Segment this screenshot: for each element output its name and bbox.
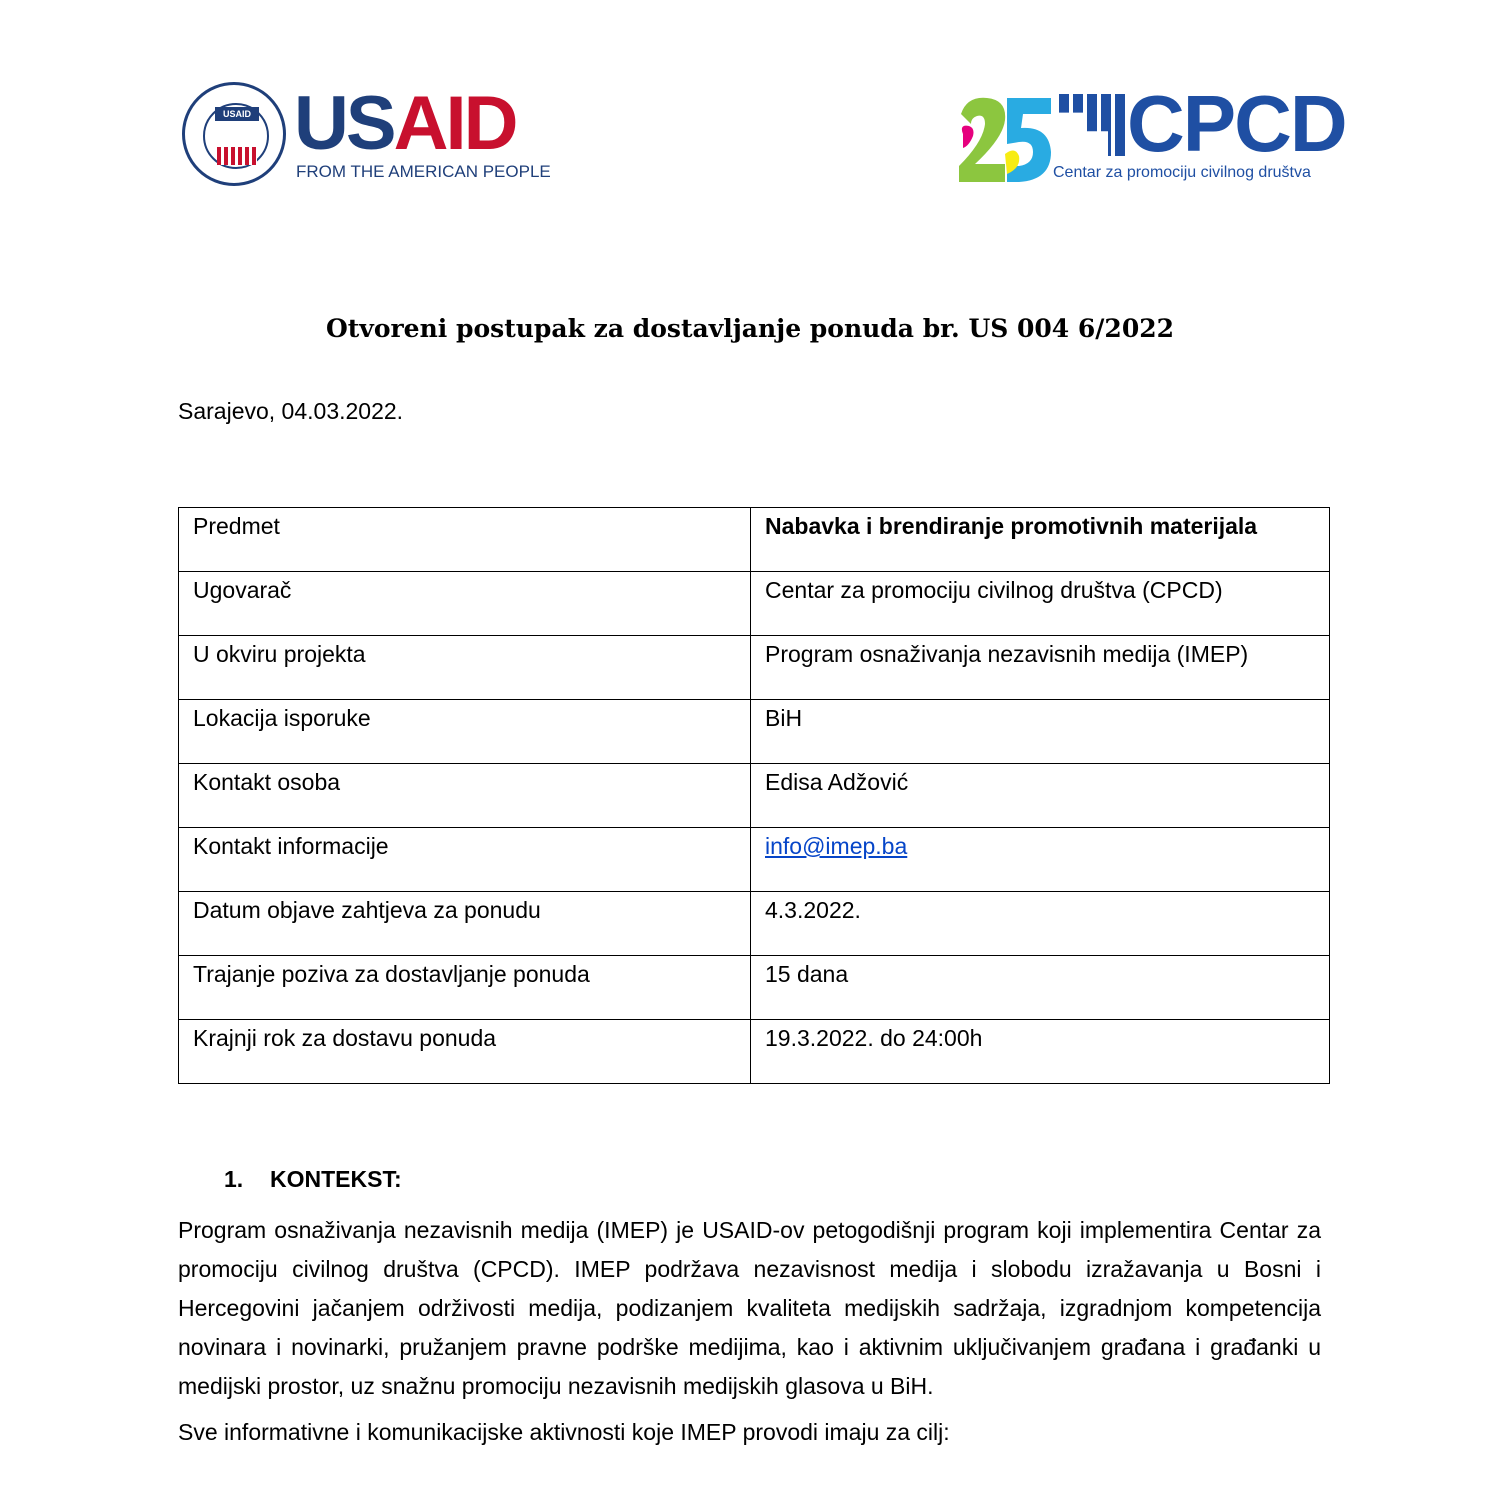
goals-intro-paragraph: Sve informativne i komunikacijske aktivn… [178, 1419, 950, 1445]
row-label: Kontakt osoba [178, 763, 751, 828]
table-row: Predmet Nabavka i brendiranje promotivnih… [178, 507, 1330, 572]
row-value: Edisa Adžović [750, 763, 1330, 828]
section-heading: 1. KONTEKST: [224, 1166, 402, 1192]
table-row: Lokacija isporuke BiH [178, 699, 1330, 764]
usaid-logo: USAID USAID FROM THE AMERICAN PEOPLE [182, 82, 551, 192]
context-paragraph: Program osnaživanja nezavisnih medija (I… [178, 1217, 1321, 1399]
row-value: Nabavka i brendiranje promotivnih materi… [750, 507, 1330, 572]
tender-info-table: Predmet Nabavka i brendiranje promotivnih… [178, 507, 1330, 1084]
row-value: info@imep.ba [750, 827, 1330, 892]
row-label: Trajanje poziva za dostavljanje ponuda [178, 955, 751, 1020]
table-row: U okviru projekta Program osnaživanja nez… [178, 635, 1330, 700]
row-label: Kontakt informacije [178, 827, 751, 892]
table-row: Kontakt osoba Edisa Adžović [178, 763, 1330, 828]
row-label: Lokacija isporuke [178, 699, 751, 764]
row-value: Program osnaživanja nezavisnih medija (I… [750, 635, 1330, 700]
row-value: Centar za promociju civilnog društva (CP… [750, 571, 1330, 636]
table-row: Kontakt informacije info@imep.ba [178, 827, 1330, 892]
cpcd-blocks-icon [1059, 94, 1129, 156]
table-row: Datum objave zahtjeva za ponudu 4.3.2022. [178, 891, 1330, 956]
document-date: Sarajevo, 04.03.2022. [178, 398, 404, 424]
row-label: Krajnji rok za dostavu ponuda [178, 1019, 751, 1084]
cpcd-logo: CPCD Centar za promociju civilnog društv… [957, 84, 1348, 192]
row-label: Datum objave zahtjeva za ponudu [178, 891, 751, 956]
row-label: Predmet [178, 507, 751, 572]
table-row: Ugovarač Centar za promociju civilnog dru… [178, 571, 1330, 636]
row-value: 15 dana [750, 955, 1330, 1020]
cpcd-25-mark [959, 97, 1051, 182]
email-link[interactable]: info@imep.ba [765, 833, 908, 859]
table-row: Krajnji rok za dostavu ponuda 19.3.2022. … [178, 1019, 1330, 1084]
row-value: 19.3.2022. do 24:00h [750, 1019, 1330, 1084]
usaid-seal: USAID [182, 82, 286, 186]
row-value: 4.3.2022. [750, 891, 1330, 956]
document-title: Otvoreni postupak za dostavljanje ponuda… [325, 314, 1175, 343]
row-value: BiH [750, 699, 1330, 764]
table-row: Trajanje poziva za dostavljanje ponuda 15… [178, 955, 1330, 1020]
row-label: U okviru projekta [178, 635, 751, 700]
row-label: Ugovarač [178, 571, 751, 636]
